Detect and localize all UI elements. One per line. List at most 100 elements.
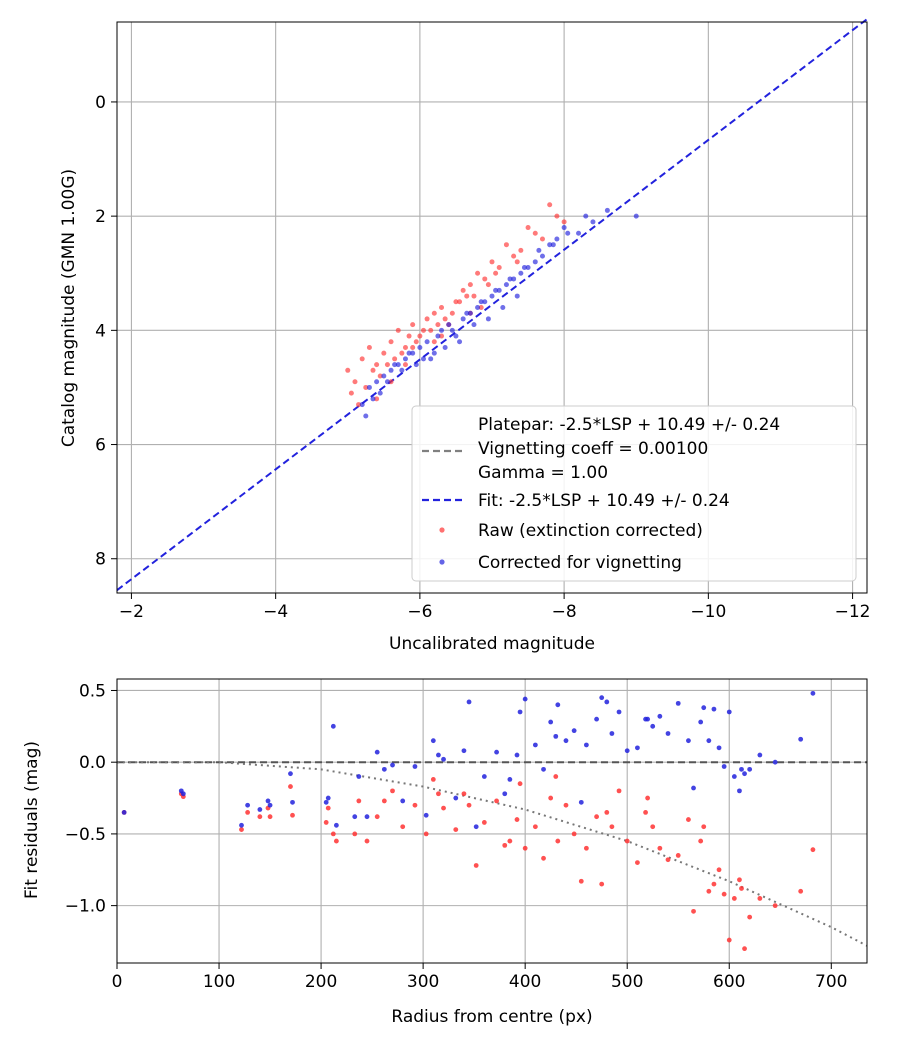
calibration-point-s1 [395,362,401,368]
residuals-point-s1 [473,824,479,830]
calibration-point-s0 [475,270,481,276]
residuals-point-s1 [514,752,520,758]
calibration-point-s1 [503,282,509,288]
residuals-point-s0 [650,824,656,830]
calibration-point-s0 [525,225,531,231]
residuals-point-s0 [374,814,380,820]
calibration-point-s0 [395,327,401,333]
residuals-point-s1 [507,777,513,782]
calibration-point-s0 [381,350,387,356]
calibration-point-s0 [384,362,390,368]
residuals-point-s0 [400,824,406,830]
residuals-point-s0 [563,802,569,808]
residuals-point-s1 [726,709,732,715]
residuals-point-s0 [635,860,640,865]
calibration-point-s1 [428,356,434,362]
residuals-point-s1 [578,799,584,805]
calibration-point-s0 [417,333,423,339]
residuals-point-s1 [381,766,387,772]
residuals-panel: 0 100 200 300 400 500 600 700 0.5 0.0 −0.5 −1.0 Rad… [22,678,868,1027]
residuals-x-tick-label: 200 [305,972,337,992]
calibration-point-s0 [428,327,434,333]
residuals-point-s1 [330,723,336,729]
residuals-point-s0 [381,798,387,804]
calibration-x-tick-label: −2 [119,602,144,622]
calibration-plot-frame [116,21,868,594]
calibration-point-s0 [388,339,394,345]
calibration-point-s0 [435,322,441,328]
residuals-point-s1 [555,702,561,708]
residuals-raw-series [121,774,816,952]
residuals-point-s0 [481,820,487,825]
residuals-point-s0 [290,812,295,818]
calibration-point-s1 [507,276,513,282]
residuals-point-s0 [742,946,747,952]
residuals-point-s1 [706,738,712,744]
calibration-point-s1 [539,253,545,259]
calibration-point-s1 [435,333,441,339]
residuals-point-s1 [548,719,554,725]
residuals-point-s0 [494,798,499,804]
residuals-y-tick-label: −0.5 [65,825,106,845]
calibration-x-tick-label: −10 [690,602,726,622]
legend-corrected: Corrected for vignetting [478,553,682,573]
residuals-point-s0 [333,838,339,844]
residuals-point-s1 [657,713,663,719]
residuals-point-s0 [731,896,737,901]
residuals-point-s0 [798,888,804,894]
calibration-point-s0 [410,344,416,350]
calibration-point-s1 [511,276,517,282]
calibration-point-s1 [457,339,463,345]
residuals-point-s1 [356,774,362,779]
calibration-point-s1 [431,350,437,356]
residuals-point-s1 [599,695,605,701]
calibration-point-s1 [518,270,524,276]
residuals-point-s0 [541,855,546,861]
calibration-point-s1 [500,305,506,310]
calibration-point-s1 [590,219,596,225]
calibration-y-tick-label: 2 [95,207,106,227]
calibration-point-s1 [554,236,560,242]
residuals-point-s1 [532,742,538,748]
calibration-point-s0 [482,276,488,282]
residuals-point-s1 [390,762,395,768]
calibration-point-s0 [496,265,502,271]
calibration-point-s1 [525,265,531,271]
calibration-point-s1 [424,339,430,345]
residuals-point-s1 [563,738,569,744]
calibration-point-s0 [457,299,463,305]
residuals-point-s0 [522,845,528,851]
residuals-point-s1 [701,705,707,711]
calibration-point-s1 [532,259,538,265]
calibration-point-s1 [384,379,390,385]
residuals-point-s0 [330,831,336,837]
calibration-point-s1 [392,362,398,368]
residuals-point-s1 [412,764,418,769]
calibration-panel: −2 −4 −6 −8 −10 −12 0 2 4 6 8 Uncalibrated magnitu… [59,18,871,654]
raw-series [345,202,567,408]
calibration-point-s1 [496,287,502,293]
legend-box [411,405,857,582]
calibration-point-s0 [406,333,412,339]
calibration-point-s1 [565,230,571,236]
calibration-point-s0 [402,344,408,350]
calibration-point-s1 [489,293,495,299]
residuals-y-tick-label: −1.0 [65,897,106,917]
residuals-point-s1 [430,738,436,744]
calibration-point-s0 [388,379,394,385]
residuals-point-s1 [686,738,691,744]
calibration-point-s1 [413,362,419,368]
calibration-point-s1 [514,293,520,299]
calibration-point-s0 [377,373,383,379]
calibration-point-s0 [370,367,376,373]
residuals-point-s1 [810,690,816,696]
calibration-point-s0 [374,362,380,368]
residuals-point-s0 [616,788,622,794]
residuals-point-s1 [441,756,446,762]
calibration-point-s1 [478,299,484,305]
residuals-point-s1 [257,807,263,812]
residuals-point-s0 [594,814,599,820]
calibration-point-s1 [439,327,445,333]
calibration-point-s1 [374,379,380,385]
residuals-point-s1 [624,748,630,754]
